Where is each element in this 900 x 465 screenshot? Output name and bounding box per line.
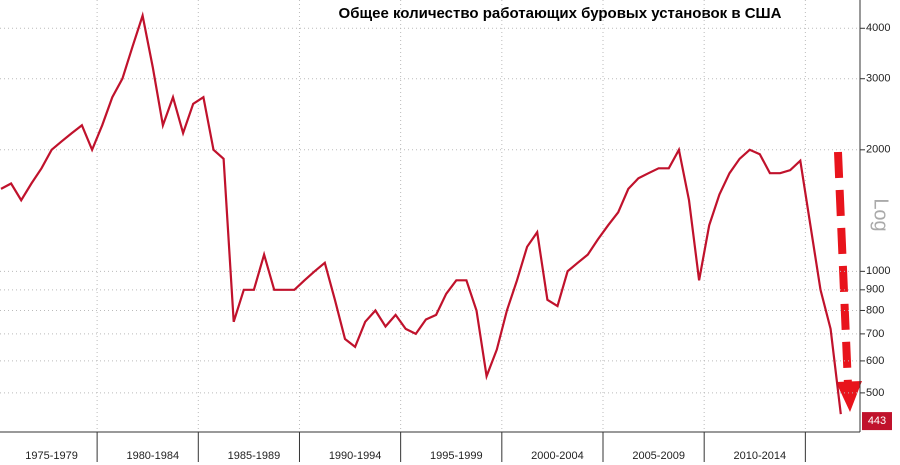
x-tick-label: 1975-1979 [25, 450, 78, 462]
y-tick-label: 800 [866, 304, 884, 316]
y-tick-label: 1000 [866, 265, 890, 277]
y-tick-label: 600 [866, 355, 884, 367]
x-tick-label: 1980-1984 [126, 450, 179, 462]
x-tick-label: 2010-2014 [734, 450, 787, 462]
x-tick-label: 2005-2009 [632, 450, 685, 462]
y-tick-label: 900 [866, 284, 884, 296]
y-tick-label: 3000 [866, 73, 890, 85]
x-tick-label: 1990-1994 [329, 450, 382, 462]
x-tick-label: 1995-1999 [430, 450, 483, 462]
x-tick-label: 2000-2004 [531, 450, 584, 462]
y-tick-label: 500 [866, 387, 884, 399]
line [0, 11, 842, 415]
y-tick-label: 2000 [866, 144, 890, 156]
x-tick-label: 1985-1989 [228, 450, 281, 462]
end-label: 443 [868, 415, 886, 427]
chart-title: Общее количество работающих буровых уста… [339, 5, 782, 22]
end-label-box [862, 412, 892, 431]
y-tick-label: 4000 [866, 22, 890, 34]
scale-label: Log [870, 198, 892, 231]
arrow [834, 151, 862, 412]
y-tick-label: 700 [866, 328, 884, 340]
